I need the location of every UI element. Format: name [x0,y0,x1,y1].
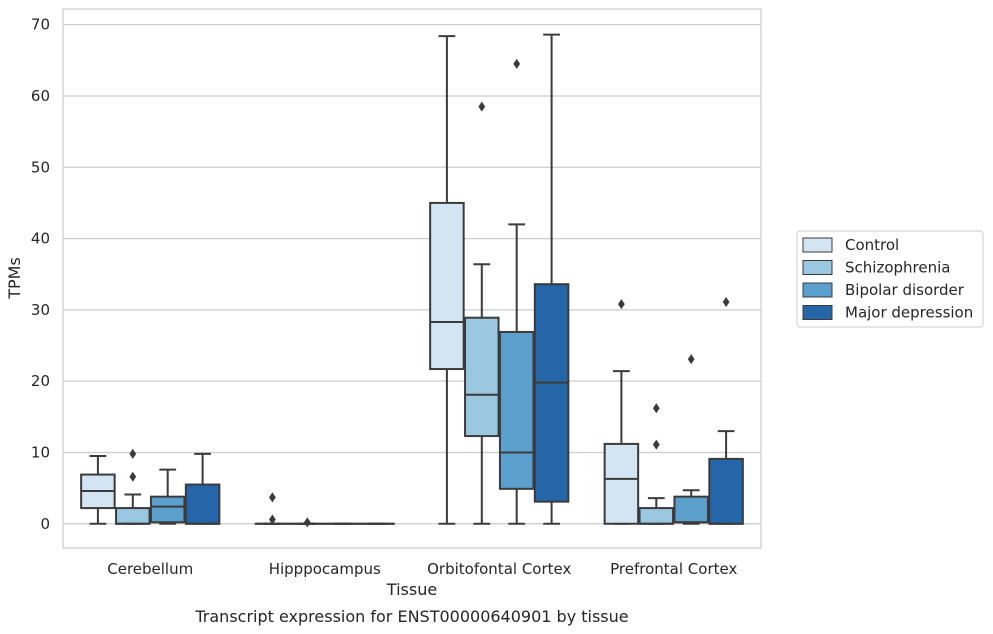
box-body [464,316,500,438]
box-body [533,283,570,503]
box [533,33,570,525]
box-body [673,495,709,524]
y-tick-label: 40 [31,230,50,248]
x-tick-label: Prefrontal Cortex [610,560,737,578]
outlier-point [722,297,730,308]
legend-label: Schizophrenia [845,259,950,277]
y-tick-label: 50 [31,158,50,176]
outlier-point [513,58,521,69]
x-tick-label: Cerebellum [107,560,193,578]
legend-label: Control [845,236,899,254]
outlier-point [652,439,660,450]
y-tick-labels: 0 10 20 30 40 50 60 70 [31,16,50,533]
chart-title: Transcript expression for ENST0000064090… [194,607,628,626]
y-tick-label: 60 [31,87,50,105]
y-tick-label: 30 [31,301,50,319]
box-body [115,507,151,525]
box [603,299,640,525]
x-tick-label: Hipppocampus [269,560,381,578]
box [638,403,675,525]
outlier-point [129,471,137,482]
grid-lines [63,24,761,525]
box-body [498,330,535,490]
y-tick-label: 70 [31,16,50,34]
box [708,297,744,525]
series-schizophrenia [115,101,675,528]
outlier-point [269,492,276,503]
box [80,455,116,525]
box-series [80,33,744,528]
outlier-point [478,101,486,112]
outlier-point [303,517,311,528]
plot-frame [62,8,762,549]
x-tick-labels: Cerebellum Hipppocampus Orbitofontal Corte… [107,560,737,578]
legend: Control Schizophrenia Bipolar disorder Majo… [796,230,984,328]
legend-swatch [802,260,833,275]
series-major-depression [184,33,744,525]
box [464,101,500,525]
box-body [708,457,744,525]
outlier-point [269,514,276,525]
legend-label: Major depression [845,304,973,322]
outlier-point [687,354,695,365]
y-tick-label: 10 [31,443,50,461]
box [289,517,326,528]
box [498,58,535,525]
box [115,448,151,525]
legend-swatch [802,237,833,253]
y-tick-label: 0 [40,515,50,533]
outlier-point [618,299,625,310]
series-bipolar-disorder [149,58,709,525]
box-body [149,495,186,524]
legend-frame [796,230,984,328]
legend-swatch [802,282,833,298]
box-body [184,483,221,525]
box [254,492,291,525]
x-tick-label: Orbitofontal Cortex [427,560,571,578]
box-body [429,201,465,371]
box [149,468,186,525]
legend-label: Bipolar disorder [845,281,965,299]
box [184,452,221,525]
outlier-point [129,448,137,459]
box [673,354,709,525]
box-body [603,442,640,525]
box-body [638,507,675,525]
box [429,35,465,525]
x-axis-title: Tissue [386,580,437,599]
legend-swatch [802,305,833,320]
series-control [80,35,640,525]
outlier-point [652,403,660,414]
y-tick-label: 20 [31,372,50,390]
y-axis-title: TPMs [5,257,24,300]
